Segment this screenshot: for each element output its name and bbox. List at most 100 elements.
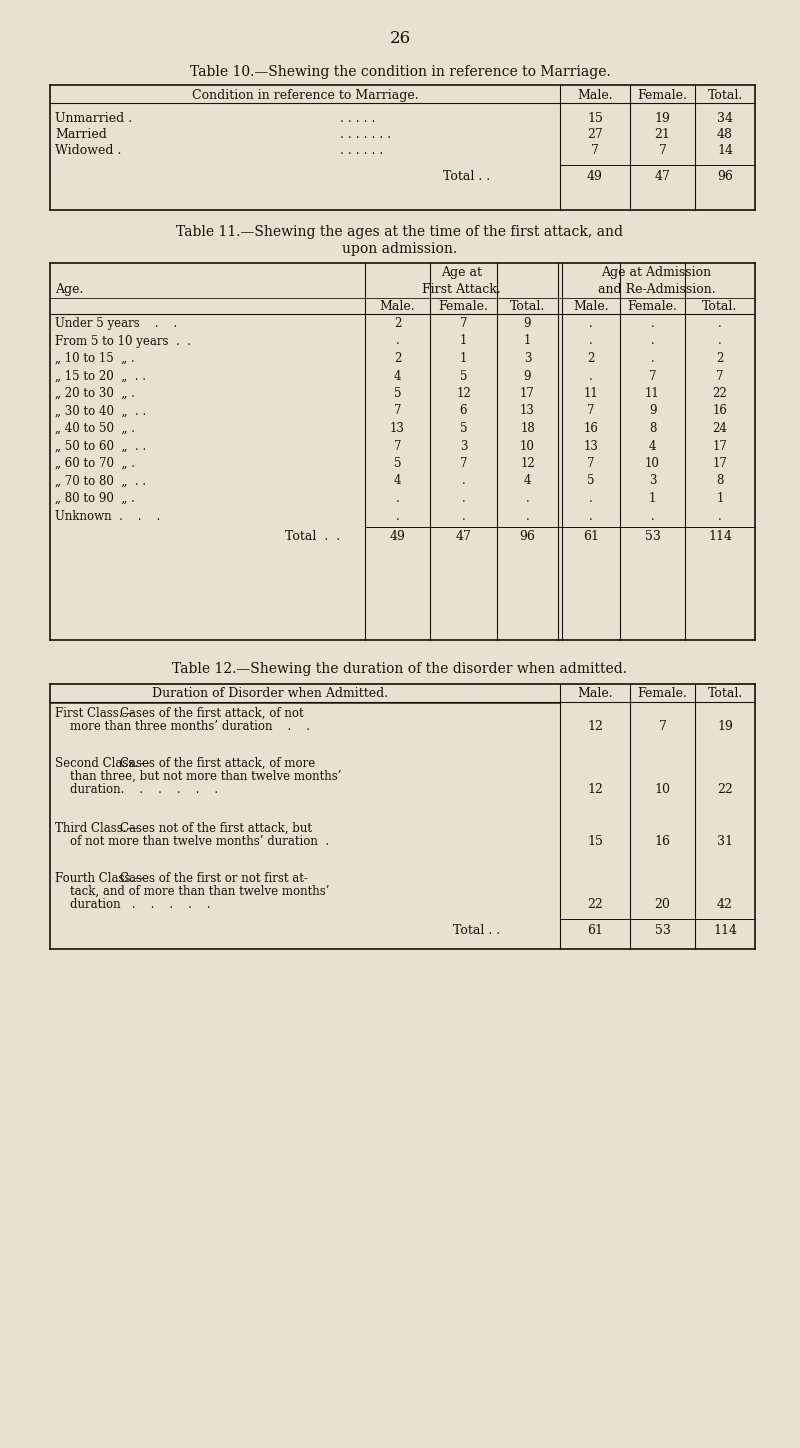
Text: and Re-Admission.: and Re-Admission. [598,282,715,295]
Text: Age at Admission: Age at Admission [602,266,711,279]
Text: 5: 5 [460,369,467,382]
Text: .: . [589,492,593,505]
Text: Cases of the first attack, of not: Cases of the first attack, of not [120,707,304,720]
Text: 22: 22 [713,387,727,400]
Text: Total.: Total. [707,88,742,101]
Text: Unknown  .    .    .: Unknown . . . [55,510,160,523]
Text: 3: 3 [524,352,531,365]
Text: Total . .: Total . . [443,169,490,182]
Text: 3: 3 [460,440,467,452]
Text: 15: 15 [587,111,603,125]
Text: 7: 7 [587,404,594,417]
Text: Total . .: Total . . [453,924,500,937]
Text: Widowed .: Widowed . [55,143,122,156]
Text: 7: 7 [587,458,594,471]
Text: 12: 12 [520,458,535,471]
Text: „ 30 to 40  „  . .: „ 30 to 40 „ . . [55,404,146,417]
Text: .: . [718,317,722,330]
Text: 1: 1 [524,334,531,348]
Text: Condition in reference to Marriage.: Condition in reference to Marriage. [192,88,418,101]
Text: Married: Married [55,127,107,140]
Text: 16: 16 [713,404,727,417]
Text: 1: 1 [460,334,467,348]
Text: 8: 8 [649,421,656,434]
Text: 7: 7 [658,720,666,733]
Text: more than three months’ duration    .    .: more than three months’ duration . . [70,720,310,733]
Text: „ 10 to 15  „ .: „ 10 to 15 „ . [55,352,134,365]
Text: .: . [718,510,722,523]
Text: 8: 8 [716,475,724,488]
Text: Male.: Male. [577,88,613,101]
Text: Duration of Disorder when Admitted.: Duration of Disorder when Admitted. [152,686,388,699]
Text: 19: 19 [654,111,670,125]
Text: duration   .    .    .    .    .: duration . . . . . [70,898,210,911]
Text: „ 40 to 50  „ .: „ 40 to 50 „ . [55,421,135,434]
Text: 9: 9 [524,369,531,382]
Text: than three, but not more than twelve months’: than three, but not more than twelve mon… [70,770,342,783]
Text: 3: 3 [649,475,656,488]
Text: 11: 11 [645,387,660,400]
Text: 48: 48 [717,127,733,140]
Text: 15: 15 [587,835,603,849]
Text: 6: 6 [460,404,467,417]
Text: 18: 18 [520,421,535,434]
Text: 1: 1 [649,492,656,505]
Text: .: . [589,334,593,348]
Text: 4: 4 [394,475,402,488]
Text: Cases not of the first attack, but: Cases not of the first attack, but [120,822,312,835]
Text: 10: 10 [645,458,660,471]
Text: .: . [396,510,399,523]
Text: of not more than twelve months’ duration  .: of not more than twelve months’ duration… [70,835,329,849]
Text: .: . [396,492,399,505]
Text: 96: 96 [717,169,733,182]
Text: Unmarried .: Unmarried . [55,111,132,125]
Text: Cases of the first or not first at-: Cases of the first or not first at- [120,872,308,885]
Text: 1: 1 [716,492,724,505]
Text: 17: 17 [520,387,535,400]
Text: From 5 to 10 years  .  .: From 5 to 10 years . . [55,334,191,348]
Text: Table 12.—Shewing the duration of the disorder when admitted.: Table 12.—Shewing the duration of the di… [173,662,627,676]
Text: Second Class.—: Second Class.— [55,757,150,770]
Text: upon admission.: upon admission. [342,242,458,256]
Text: 13: 13 [520,404,535,417]
Text: 47: 47 [455,530,471,543]
Text: .: . [526,492,530,505]
Text: 5: 5 [460,421,467,434]
Text: 22: 22 [717,783,733,796]
Text: 53: 53 [654,924,670,937]
Text: Age.: Age. [55,282,83,295]
Text: .: . [462,492,466,505]
Text: „ 50 to 60  „  . .: „ 50 to 60 „ . . [55,440,146,452]
Text: 20: 20 [654,898,670,911]
Text: 61: 61 [587,924,603,937]
Text: „ 60 to 70  „ .: „ 60 to 70 „ . [55,458,135,471]
Text: 7: 7 [394,440,402,452]
Text: Female.: Female. [438,300,489,313]
Text: 53: 53 [645,530,661,543]
Text: 114: 114 [708,530,732,543]
Text: 9: 9 [649,404,656,417]
Text: 31: 31 [717,835,733,849]
Text: 2: 2 [394,317,401,330]
Text: Male.: Male. [380,300,415,313]
Text: „ 20 to 30  „ .: „ 20 to 30 „ . [55,387,135,400]
Text: 11: 11 [584,387,598,400]
Text: Table 10.—Shewing the condition in reference to Marriage.: Table 10.—Shewing the condition in refer… [190,65,610,80]
Text: Total.: Total. [510,300,545,313]
Text: Table 11.—Shewing the ages at the time of the first attack, and: Table 11.—Shewing the ages at the time o… [177,224,623,239]
Text: 2: 2 [716,352,724,365]
Text: Total.: Total. [707,686,742,699]
Text: 4: 4 [649,440,656,452]
Text: 96: 96 [519,530,535,543]
Text: 4: 4 [394,369,402,382]
Text: 16: 16 [654,835,670,849]
Text: 42: 42 [717,898,733,911]
Text: 1: 1 [460,352,467,365]
Text: 9: 9 [524,317,531,330]
Text: tack, and of more than than twelve months’: tack, and of more than than twelve month… [70,885,330,898]
Text: 27: 27 [587,127,603,140]
Text: First Class.—: First Class.— [55,707,134,720]
Text: .: . [650,352,654,365]
Text: 16: 16 [583,421,598,434]
Text: Under 5 years    .    .: Under 5 years . . [55,317,178,330]
